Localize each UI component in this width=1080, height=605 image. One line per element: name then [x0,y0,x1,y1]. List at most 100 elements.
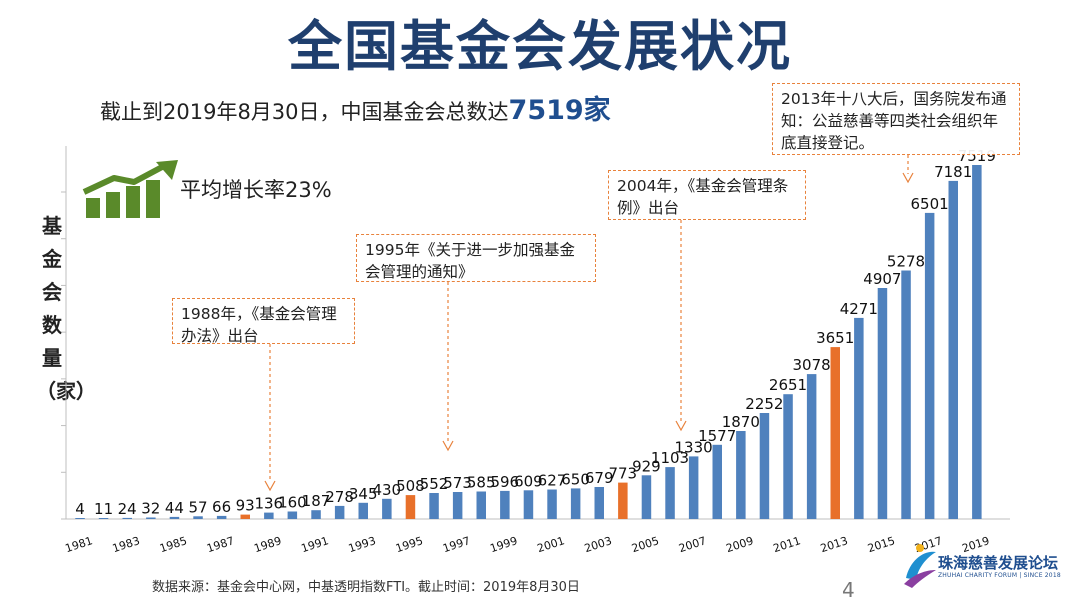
bar-1982 [98,518,109,519]
data-label-2014: 4271 [840,300,878,318]
bar-1993 [358,502,368,519]
bar-2000 [523,490,534,519]
data-label-2013: 3651 [816,329,854,347]
growth-rate-label: 平均增长率23% [180,178,332,202]
bar-2011 [783,394,793,519]
data-label-1981: 4 [75,500,85,518]
bar-1989 [264,512,274,519]
callout-1988: 1988年，《基金会管理办法》出台 [172,298,355,345]
callout-arrow-head-2004 [675,420,687,432]
bar-1998 [476,491,486,519]
x-tick-label-2007: 2007 [677,534,708,555]
bar-2002 [570,488,581,519]
page-title: 全国基金会发展状况 [288,15,792,78]
bar-1999 [500,490,510,519]
data-label-1990: 160 [278,494,307,512]
bar-2009 [736,431,746,519]
data-label-1994: 430 [372,481,401,499]
bar-1996 [429,493,439,519]
bar-2008 [712,444,722,519]
data-label-2017: 6501 [911,195,949,213]
data-label-1983: 24 [118,500,137,518]
x-tick-label-2013: 2013 [819,534,850,555]
data-label-1992: 278 [325,488,354,506]
bar-2019 [972,165,982,519]
x-tick-label-2011: 2011 [772,534,803,555]
forum-logo-icon [904,544,936,588]
x-tick-label-2003: 2003 [583,534,614,555]
forum-logo-text: 珠海慈善发展论坛 [938,554,1059,572]
callout-2004: 2004年，《基金会管理条例》出台 [608,170,806,220]
bar-2010 [759,413,770,519]
subtitle-prefix: 截止到2019年8月30日，中国基金会总数达 [100,100,509,124]
bar-2007 [688,456,699,519]
x-tick-label-2005: 2005 [630,534,661,555]
data-label-2010: 2252 [745,395,783,413]
bar-1987 [216,515,227,519]
data-label-1995: 508 [396,477,425,495]
subtitle-highlight: 7519家 [508,95,611,126]
data-label-2015: 4907 [863,270,901,288]
x-tick-label-1995: 1995 [394,534,425,555]
x-tick-label-1991: 1991 [300,534,331,555]
callout-1995: 1995年《关于进一步加强基金会管理的通知》 [356,234,596,282]
data-label-1991: 187 [302,492,331,510]
bar-1983 [122,517,132,519]
bar-1994 [382,498,392,519]
bar-1990 [287,511,298,519]
x-tick-label-1985: 1985 [158,534,189,555]
x-tick-label-2015: 2015 [866,534,897,555]
x-tick-label-1999: 1999 [488,534,519,555]
bar-2013 [830,347,840,519]
data-label-1984: 32 [141,500,160,518]
bar-2003 [594,487,604,519]
subtitle: 截止到2019年8月30日，中国基金会总数达7519家 [100,88,611,127]
x-tick-label-1989: 1989 [252,534,283,555]
bar-1981 [75,518,85,519]
data-label-2004: 773 [608,465,637,483]
data-label-1982: 11 [94,500,113,518]
data-label-2012: 3078 [793,356,831,374]
bar-2014 [854,317,864,519]
data-label-2008: 1577 [698,427,736,445]
callout-arrow-head-1995 [442,440,454,452]
data-label-2006: 1103 [651,449,689,467]
bar-1985 [169,516,180,519]
data-label-2005: 929 [632,457,661,475]
bar-1984 [146,517,156,519]
bar-2005 [641,475,652,519]
data-label-1996: 552 [420,475,449,493]
x-tick-label-2009: 2009 [724,534,755,555]
x-tick-label-1983: 1983 [111,534,142,555]
data-label-2018: 7181 [934,163,972,181]
data-label-2011: 2651 [769,376,807,394]
bar-1991 [311,510,321,519]
bar-2016 [901,270,911,519]
growth-chart-icon [82,160,178,218]
data-label-1998: 585 [467,474,496,492]
x-tick-label-1993: 1993 [347,534,378,555]
bar-1992 [334,505,345,519]
x-tick-label-1987: 1987 [205,534,236,555]
x-tick-label-2001: 2001 [536,534,567,555]
data-label-1989: 136 [254,495,283,513]
forum-logo: 珠海慈善发展论坛 ZHUHAI CHARITY FORUM | SINCE 20… [900,540,1070,590]
bar-2018 [948,180,958,519]
data-label-1997: 573 [443,474,472,492]
bar-2006 [665,467,675,519]
data-label-2016: 5278 [887,253,925,271]
x-tick-label-1997: 1997 [441,534,472,555]
bar-2015 [877,288,888,519]
data-label-2000: 609 [514,472,543,490]
data-label-1993: 345 [349,485,378,503]
data-source-note: 数据来源：基金会中心网，中基透明指数FTI。截止时间：2019年8月30日 [152,580,580,595]
data-label-2003: 679 [585,469,614,487]
bar-1986 [193,516,203,519]
bar-2012 [806,374,817,519]
bar-2017 [924,212,935,519]
bar-1988 [240,514,250,519]
bar-2001 [547,489,557,519]
data-label-1985: 44 [165,499,184,517]
bar-1997 [452,492,463,519]
